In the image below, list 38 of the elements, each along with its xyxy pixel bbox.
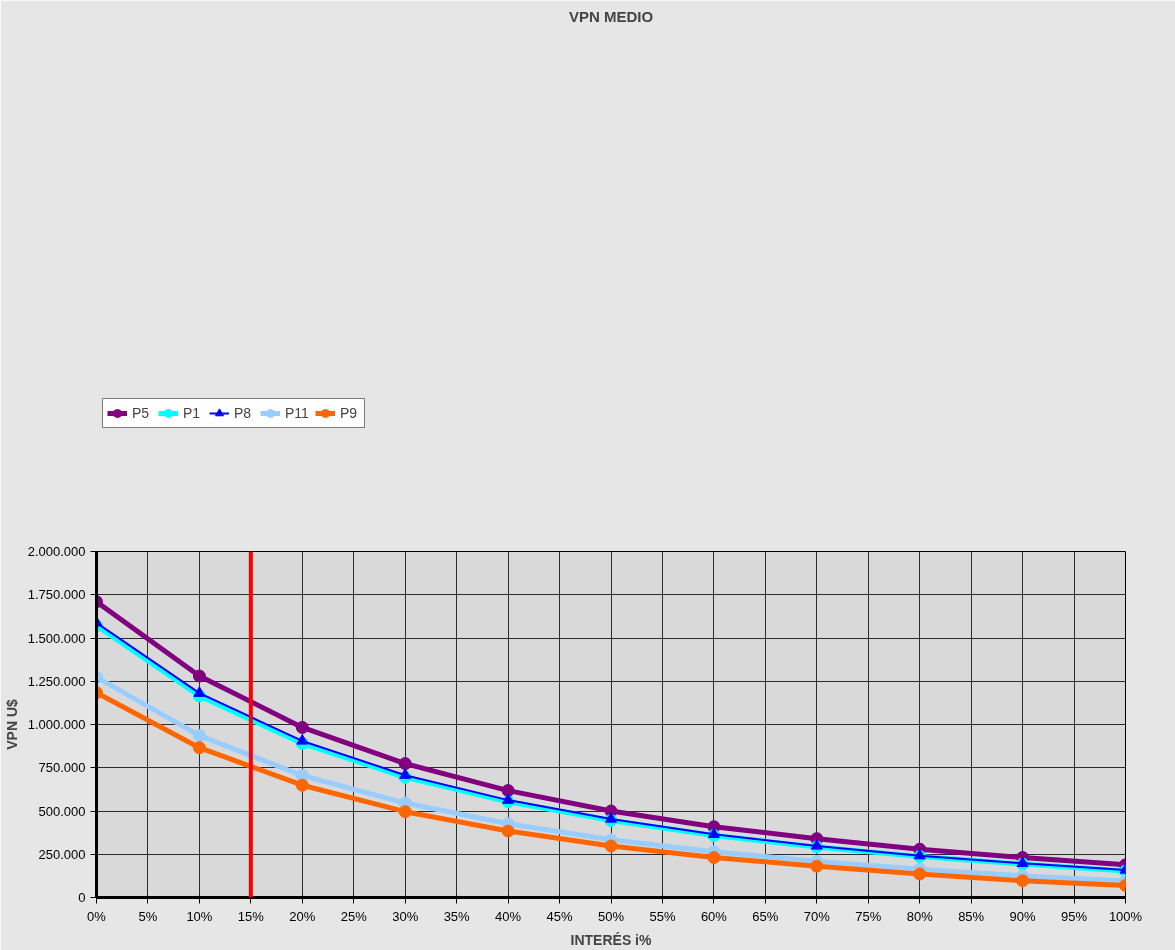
x-axis-title: INTERÉS i%: [570, 931, 652, 948]
x-tick-label: 75%: [855, 908, 882, 924]
x-tick-label: 15%: [237, 908, 265, 924]
x-tick-label: 20%: [289, 908, 316, 924]
x-tick-label: 65%: [752, 908, 779, 924]
x-tick-label: 25%: [340, 908, 368, 924]
x-tick-label: 10%: [186, 908, 213, 924]
y-tick-label: 1.250.000: [27, 673, 86, 689]
x-tick-label: 35%: [443, 908, 471, 924]
y-tick-label: 750.000: [38, 760, 86, 776]
x-tick-label: 85%: [958, 908, 985, 924]
legend-label: P9: [339, 405, 358, 421]
legend-label: P5: [132, 405, 151, 421]
x-tick-label: 0%: [87, 908, 107, 924]
x-tick-label: 70%: [803, 908, 831, 924]
x-tick-label: 80%: [906, 908, 934, 924]
x-tick-label: 30%: [392, 908, 419, 924]
y-tick-label: 2.000.000: [27, 544, 86, 559]
chart-title: VPN MEDIO: [568, 7, 654, 25]
y-axis-title: VPN U$: [3, 699, 20, 750]
y-tick-label: 1.000.000: [27, 717, 86, 732]
x-tick-label: 90%: [1009, 908, 1037, 924]
x-tick-label: 50%: [597, 908, 625, 924]
y-tick-label: 250.000: [38, 846, 86, 862]
legend-label: P11: [285, 405, 309, 421]
x-tick-label: 100%: [1108, 908, 1143, 924]
x-tick-label: 95%: [1061, 908, 1088, 924]
x-tick-label: 55%: [649, 908, 676, 924]
y-tick-label: 1.750.000: [27, 587, 86, 603]
y-tick-label: 1.500.000: [27, 630, 86, 646]
x-tick-label: 5%: [138, 908, 158, 924]
x-tick-label: 60%: [700, 908, 728, 924]
y-tick-label: 0: [78, 890, 86, 905]
x-tick-label: 45%: [546, 908, 573, 924]
x-tick-label: 40%: [495, 908, 522, 924]
y-tick-label: 500.000: [38, 803, 86, 819]
legend-label: P8: [234, 405, 253, 421]
legend-label: P1: [183, 405, 202, 421]
